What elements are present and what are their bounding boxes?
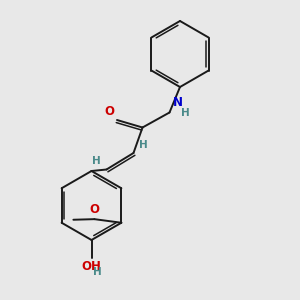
Text: N: N xyxy=(173,96,183,109)
Text: H: H xyxy=(140,140,148,150)
Text: OH: OH xyxy=(82,260,101,273)
Text: O: O xyxy=(89,202,99,215)
Text: H: H xyxy=(92,267,101,277)
Text: H: H xyxy=(181,108,190,118)
Text: H: H xyxy=(92,157,101,166)
Text: O: O xyxy=(105,105,115,118)
